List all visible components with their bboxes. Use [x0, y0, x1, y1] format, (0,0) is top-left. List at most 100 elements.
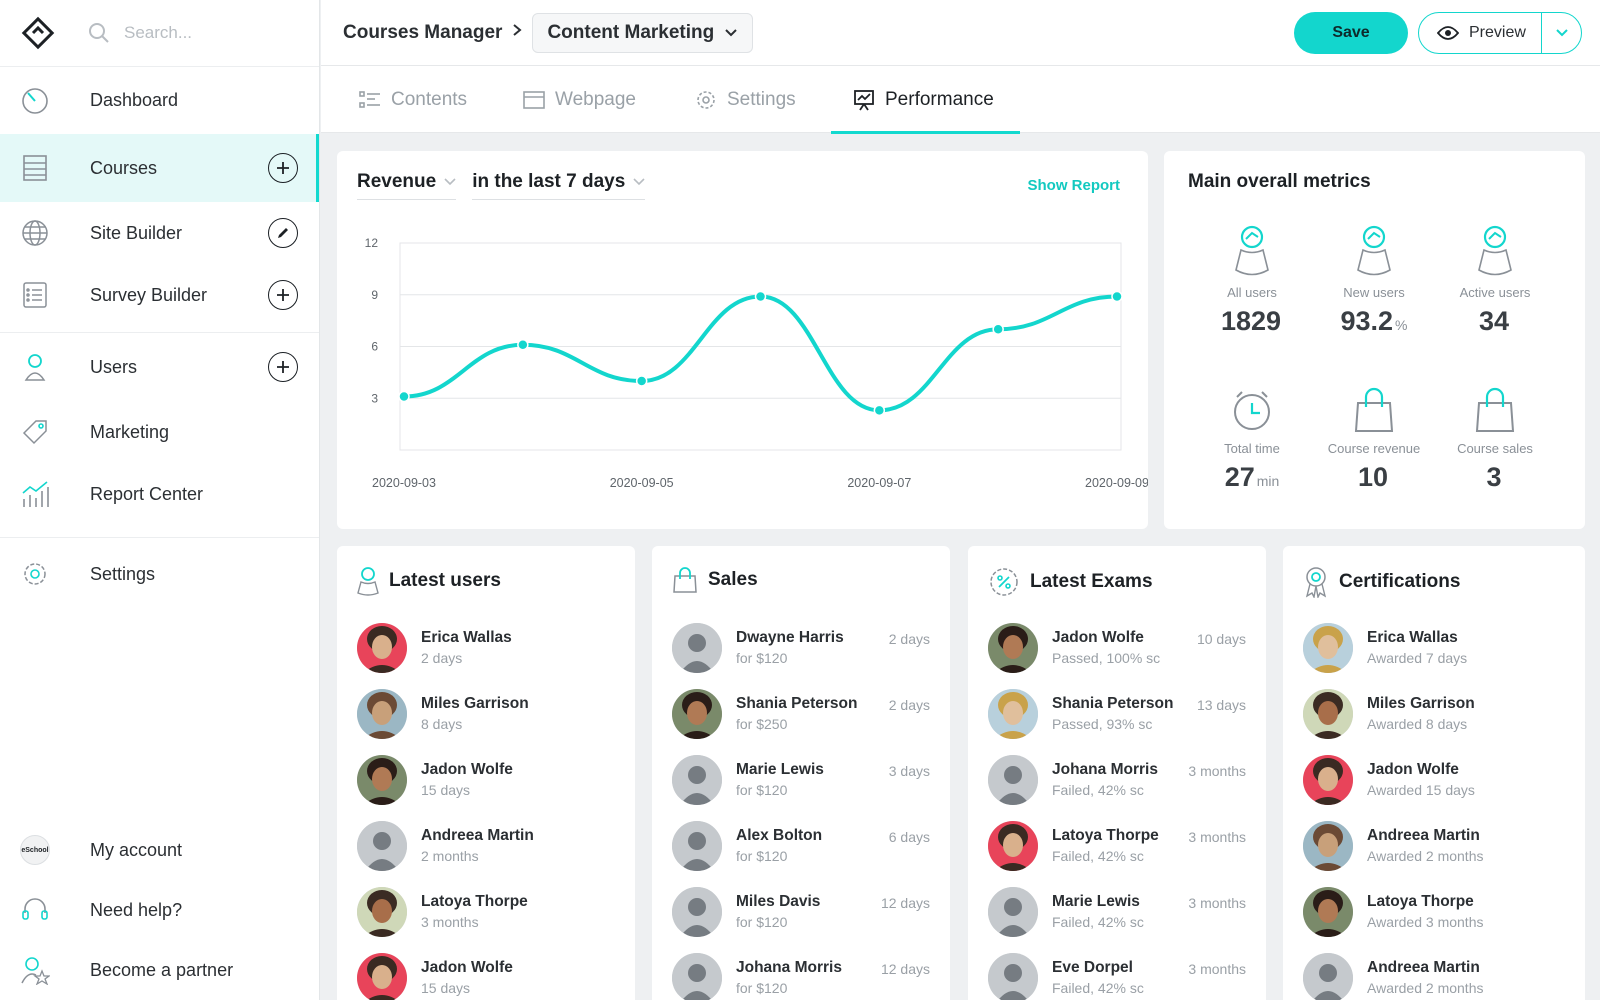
- avatar-placeholder-icon: [672, 623, 722, 673]
- top-bar: Courses Manager Content Marketing Save P…: [321, 0, 1600, 66]
- list-item[interactable]: Dwayne Harris for $120 2 days: [672, 623, 930, 677]
- performance-chart-icon: [854, 89, 874, 110]
- sidebar-item-label: Dashboard: [90, 90, 179, 110]
- list-item-time: 3 days: [888, 763, 930, 779]
- add-survey-button[interactable]: [268, 280, 298, 310]
- sidebar-item-marketing[interactable]: Marketing: [0, 401, 319, 463]
- add-user-button[interactable]: [268, 352, 298, 382]
- sidebar-item-survey-builder[interactable]: Survey Builder: [0, 264, 319, 326]
- tab-settings[interactable]: Settings: [695, 66, 796, 133]
- list-item[interactable]: Erica Wallas Awarded 7 days: [1303, 623, 1565, 677]
- sidebar-item-site-builder[interactable]: Site Builder: [0, 202, 319, 264]
- card-header: Latest users: [357, 566, 501, 596]
- list-item[interactable]: Jadon Wolfe Awarded 15 days: [1303, 755, 1565, 809]
- list-item[interactable]: Marie Lewis Failed, 42% sc 3 months: [988, 887, 1246, 941]
- list-item[interactable]: Johana Morris Failed, 42% sc 3 months: [988, 755, 1246, 809]
- tab-performance[interactable]: Performance: [831, 66, 1020, 134]
- tab-webpage[interactable]: Webpage: [523, 66, 636, 133]
- list-item[interactable]: Shania Peterson Passed, 93% sc 13 days: [988, 689, 1246, 743]
- sidebar-item-courses[interactable]: Courses: [0, 134, 319, 202]
- breadcrumb-current: Content Marketing: [547, 21, 715, 43]
- list-item-name: Marie Lewis: [1052, 893, 1140, 910]
- list-item[interactable]: Johana Morris for $120 12 days: [672, 953, 930, 1000]
- list-item[interactable]: Andreea Martin Awarded 2 months: [1303, 953, 1565, 1000]
- list-item[interactable]: Alex Bolton for $120 6 days: [672, 821, 930, 875]
- list-item[interactable]: Latoya Thorpe Awarded 3 months: [1303, 887, 1565, 941]
- avatar: [1303, 821, 1353, 871]
- tag-icon: [20, 417, 50, 447]
- metric-value: 3: [1430, 462, 1560, 493]
- app-logo-icon[interactable]: [20, 15, 56, 51]
- breadcrumb-root[interactable]: Courses Manager: [343, 21, 503, 43]
- list-item[interactable]: Miles Garrison 8 days: [357, 689, 615, 743]
- list-item-time: 3 months: [1188, 961, 1246, 977]
- edit-site-button[interactable]: [268, 218, 298, 248]
- sidebar-item-settings[interactable]: Settings: [0, 538, 319, 610]
- avatar: [988, 689, 1038, 739]
- metric-select-dropdown[interactable]: Revenue: [357, 171, 457, 200]
- list-item[interactable]: Miles Davis for $120 12 days: [672, 887, 930, 941]
- latest-exams-card: Latest Exams Jadon Wolfe Passed, 100% sc 1…: [968, 546, 1266, 1000]
- list-item[interactable]: Andreea Martin 2 months: [357, 821, 615, 875]
- tab-contents[interactable]: Contents: [359, 66, 467, 133]
- list-item[interactable]: Latoya Thorpe 3 months: [357, 887, 615, 941]
- metric-unit: %: [1395, 317, 1408, 333]
- latest-users-card: Latest users Erica Wallas 2 days Miles Gar…: [337, 546, 635, 1000]
- avatar: [988, 623, 1038, 673]
- list-item-detail: 8 days: [421, 716, 463, 732]
- list-item[interactable]: Latoya Thorpe Failed, 42% sc 3 months: [988, 821, 1246, 875]
- preview-options-dropdown[interactable]: [1542, 28, 1581, 38]
- list-item-name: Shania Peterson: [736, 695, 858, 712]
- list-item[interactable]: Jadon Wolfe 15 days: [357, 755, 615, 809]
- sidebar-item-dashboard[interactable]: Dashboard: [0, 67, 319, 134]
- tab-label: Contents: [391, 88, 468, 110]
- metric-value: 93.2%: [1309, 306, 1439, 337]
- avatar-placeholder-icon: [988, 887, 1038, 937]
- list-item[interactable]: Erica Wallas 2 days: [357, 623, 615, 677]
- card-title: Latest Exams: [1030, 571, 1153, 592]
- sidebar-item-users[interactable]: Users: [0, 333, 319, 401]
- partner-star-icon: [20, 955, 50, 985]
- sidebar-item-become-partner[interactable]: Become a partner: [0, 940, 319, 1000]
- course-selector-dropdown[interactable]: Content Marketing: [532, 12, 754, 53]
- sidebar-divider: [0, 537, 319, 538]
- save-button[interactable]: Save: [1294, 12, 1408, 54]
- preview-button[interactable]: Preview: [1419, 24, 1541, 42]
- chevron-down-icon: [1555, 29, 1568, 37]
- list-item[interactable]: Marie Lewis for $120 3 days: [672, 755, 930, 809]
- list-item-detail: Awarded 2 months: [1367, 980, 1484, 996]
- list-item-name: Andreea Martin: [1367, 827, 1480, 844]
- search-input[interactable]: Search...: [124, 23, 193, 42]
- list-item-detail: Awarded 8 days: [1367, 716, 1468, 732]
- x-tick-label: 2020-09-03: [372, 476, 436, 490]
- sidebar-item-label: Users: [90, 356, 138, 377]
- show-report-link[interactable]: Show Report: [1027, 176, 1121, 194]
- sidebar-item-my-account[interactable]: eSchool My account: [0, 820, 319, 880]
- list-item[interactable]: Eve Dorpel Failed, 42% sc 3 months: [988, 953, 1246, 1000]
- card-title: Certifications: [1339, 571, 1461, 592]
- certifications-card: Certifications Erica Wallas Awarded 7 day…: [1283, 546, 1585, 1000]
- sidebar-item-need-help[interactable]: Need help?: [0, 880, 319, 940]
- x-tick-label: 2020-09-05: [610, 476, 674, 490]
- plus-icon: [277, 162, 289, 174]
- list-item[interactable]: Jadon Wolfe Passed, 100% sc 10 days: [988, 623, 1246, 677]
- metric-course-sales: Course sales 3: [1430, 377, 1560, 493]
- avatar-placeholder-icon: [672, 953, 722, 1000]
- metric-active-users: Active users 34: [1430, 221, 1560, 337]
- list-item-detail: 15 days: [421, 782, 471, 798]
- period-select-dropdown[interactable]: in the last 7 days: [472, 171, 646, 200]
- add-course-button[interactable]: [268, 153, 298, 183]
- tab-label: Settings: [727, 88, 796, 110]
- list-item-name: Jadon Wolfe: [421, 959, 513, 976]
- gear-icon: [697, 90, 715, 109]
- sidebar-header: Search...: [0, 0, 319, 67]
- list-item[interactable]: Andreea Martin Awarded 2 months: [1303, 821, 1565, 875]
- list-item-time: 2 days: [888, 631, 930, 647]
- search-box[interactable]: Search...: [88, 22, 192, 44]
- list-item[interactable]: Jadon Wolfe 15 days: [357, 953, 615, 1000]
- sidebar-item-report-center[interactable]: Report Center: [0, 463, 319, 525]
- chevron-down-icon: [725, 28, 737, 36]
- list-item[interactable]: Shania Peterson for $250 2 days: [672, 689, 930, 743]
- list-item[interactable]: Miles Garrison Awarded 8 days: [1303, 689, 1565, 743]
- metric-label: Active users: [1459, 285, 1531, 300]
